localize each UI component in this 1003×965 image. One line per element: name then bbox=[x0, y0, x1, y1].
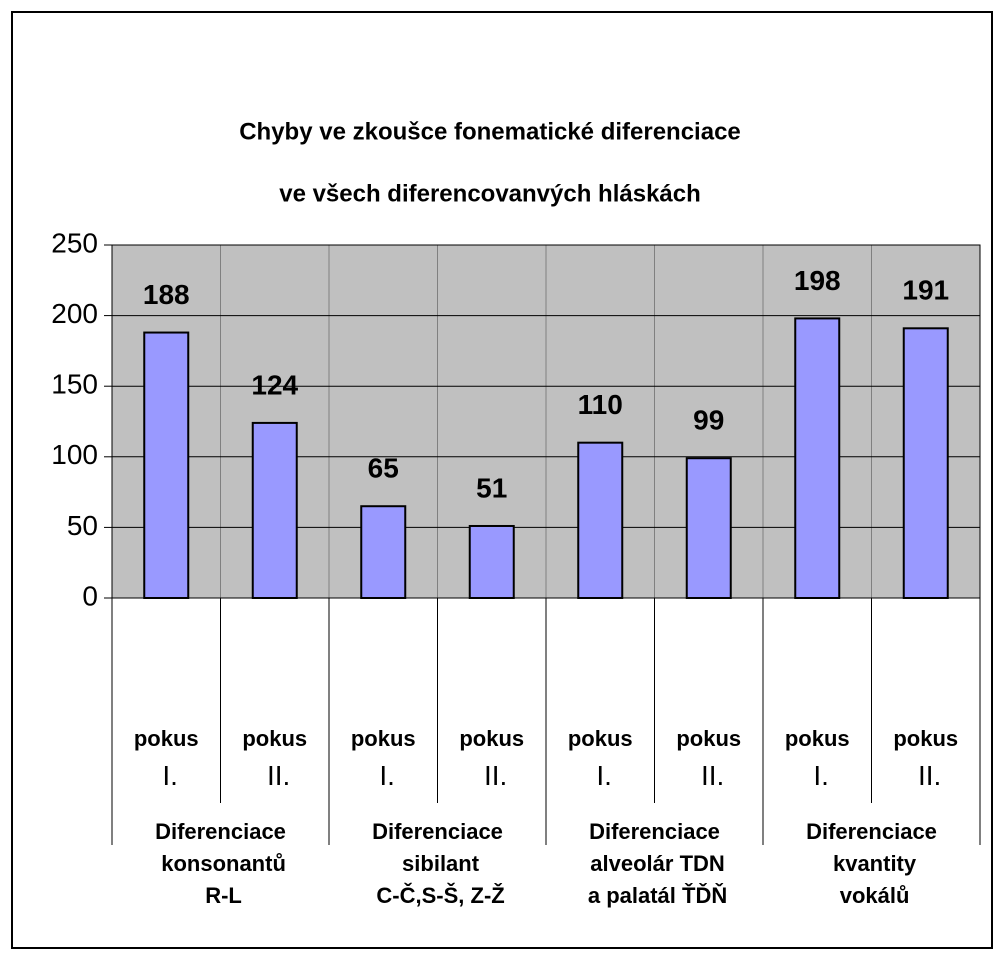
x-tick-label: pokus II. bbox=[676, 726, 741, 792]
x-tick-label: pokus II. bbox=[893, 726, 958, 792]
bar bbox=[685, 457, 732, 599]
y-tick-label: 0 bbox=[82, 580, 98, 611]
data-label: 198 bbox=[794, 265, 841, 296]
x-tick-label: pokus I. bbox=[351, 726, 416, 792]
bar bbox=[468, 524, 515, 599]
y-tick-label: 50 bbox=[67, 510, 98, 541]
group-label: Diferenciace kvantity vokálů bbox=[806, 819, 937, 908]
x-tick-label: pokus II. bbox=[242, 726, 307, 792]
x-tick-label: pokus II. bbox=[459, 726, 524, 792]
bar bbox=[577, 441, 624, 599]
chart-title: Chyby ve zkoušce fonematické diferenciac… bbox=[239, 118, 741, 145]
y-tick-label: 100 bbox=[51, 439, 98, 470]
y-tick-label: 150 bbox=[51, 369, 98, 400]
data-label: 51 bbox=[476, 472, 507, 503]
chart-subtitle: ve všech diferencovanvých hláskách bbox=[279, 180, 701, 207]
x-tick-label: pokus I. bbox=[568, 726, 633, 792]
x-tick-label: pokus I. bbox=[785, 726, 850, 792]
data-label: 124 bbox=[251, 369, 298, 400]
group-label: Diferenciace konsonantů R-L bbox=[155, 819, 286, 908]
bar bbox=[251, 421, 298, 599]
group-label: Diferenciace sibilant C-Č,S-Š, Z-Ž bbox=[370, 819, 504, 908]
data-label: 65 bbox=[368, 453, 399, 484]
y-tick-label: 250 bbox=[51, 227, 98, 258]
bar bbox=[143, 331, 190, 599]
data-label: 110 bbox=[578, 389, 623, 420]
data-label: 188 bbox=[143, 279, 190, 310]
data-label: 191 bbox=[902, 275, 949, 306]
bar bbox=[794, 317, 841, 599]
x-tick-label: pokus I. bbox=[134, 726, 199, 792]
data-label: 99 bbox=[693, 405, 724, 436]
bar bbox=[360, 505, 407, 599]
y-tick-label: 200 bbox=[51, 298, 98, 329]
group-label: Diferenciace alveolár TDN a palatál ŤĎŇ bbox=[582, 819, 727, 908]
bar bbox=[902, 327, 949, 599]
